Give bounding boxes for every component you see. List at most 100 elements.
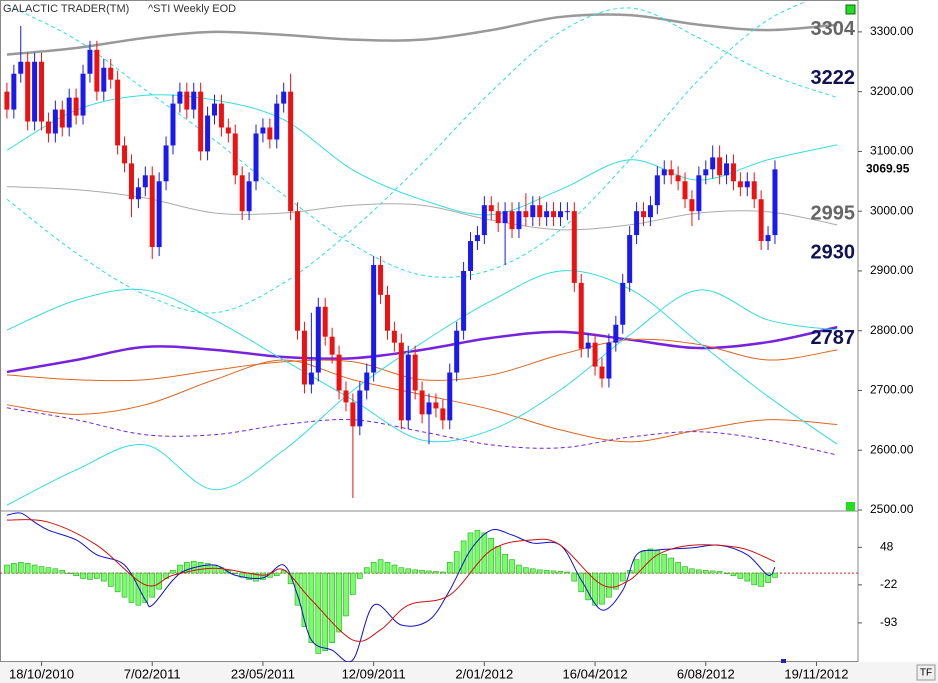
histogram-bar [592,572,598,606]
histogram-bar [709,570,716,574]
histogram-bar [59,570,66,574]
candle-body [156,181,162,248]
candle-body [592,342,598,367]
candle-body [502,211,508,224]
candle-body [481,205,487,236]
histogram-bar [370,562,377,574]
histogram-bar [80,572,86,579]
candle-body [246,181,252,212]
indicator-line [6,519,776,642]
histogram-bar [24,563,31,574]
y-tick-label: 2800.00 [870,323,914,337]
histogram-bar [412,569,418,574]
histogram-bar [536,569,543,574]
pane-handle[interactable] [845,4,856,15]
histogram-bar [426,570,432,574]
histogram-bar [606,572,612,598]
histogram-bar [405,568,412,574]
histogram-bar [772,572,778,578]
candle-body [717,157,723,176]
candle-body [744,181,750,188]
x-tick-label: 18/10/2010 [9,666,74,681]
candle-body [253,133,259,182]
candle-body [163,145,169,182]
candle-body [696,175,702,212]
histogram-bar [557,571,564,574]
candle-body [371,264,377,373]
price-pane [4,2,838,506]
cycle-line [6,407,838,456]
candle-body [557,211,563,218]
candle-body [315,306,321,373]
candle-body [281,91,287,104]
histogram-bar [516,564,522,574]
histogram-bar [391,564,398,574]
candle-body [343,390,349,403]
candle-body [689,199,695,212]
candle-body [641,211,646,218]
candle-body [25,61,31,122]
candle-body [384,294,390,331]
tf-button[interactable] [916,664,936,681]
histogram-bar [336,572,342,633]
histogram-bar [529,568,536,574]
cycle-line [6,13,838,56]
histogram-bar [11,563,17,574]
candle-body [675,175,681,182]
y-tick-label: 3300.00 [870,24,914,38]
histogram-bar [599,572,605,605]
candle-body [218,103,224,128]
candle-body [274,103,280,140]
level-annotation: 2930 [811,241,856,263]
histogram-bar [654,550,661,574]
histogram-bar [675,562,681,574]
candle-body [122,145,128,164]
candle-body [232,133,238,176]
candle-body [613,324,619,343]
candle-body [198,91,204,152]
histogram-bar [502,554,508,574]
y-tick-label: 3200.00 [870,84,914,98]
cycle-line [6,325,838,374]
x-tick-label: 7/02/2011 [124,666,181,681]
candle-body [730,163,736,182]
histogram-bar [543,570,550,574]
x-tick-label: 12/09/2011 [342,666,406,681]
candle-body [440,408,446,421]
candle-body [405,354,411,421]
candle-body [184,91,190,110]
histogram-bar [211,564,218,574]
histogram-bar [31,564,38,574]
candle-body [737,181,743,188]
histogram-bar [453,551,460,574]
marker [781,659,786,663]
histogram-bar [156,572,162,590]
candle-body [308,372,314,385]
candle-body [18,61,24,74]
candle-body [606,342,612,379]
pane-handle[interactable] [846,502,855,511]
histogram-bar [633,559,640,574]
histogram-bar [38,566,45,574]
level-annotation: 2787 [811,327,856,349]
candle-body [87,49,93,74]
histogram-bar [440,571,446,574]
candle-body [682,181,688,200]
histogram-bar [329,572,335,644]
histogram-bar [751,572,758,586]
candle-body [647,205,653,218]
cycle-line [6,270,838,506]
histogram-bar [682,566,688,574]
candle-body [73,97,79,116]
histogram-bar [640,551,647,574]
histogram-bar [121,572,128,598]
candle-body [468,241,474,271]
x-tick-label: 2/01/2012 [455,666,513,681]
candle-body [301,330,307,385]
candle-body [474,235,480,242]
chart-subtitle: ^STI Weekly EOD [148,3,236,15]
candle-body [537,205,543,218]
candle-body [191,91,197,110]
histogram-bar [4,564,10,574]
candle-body [668,169,674,176]
